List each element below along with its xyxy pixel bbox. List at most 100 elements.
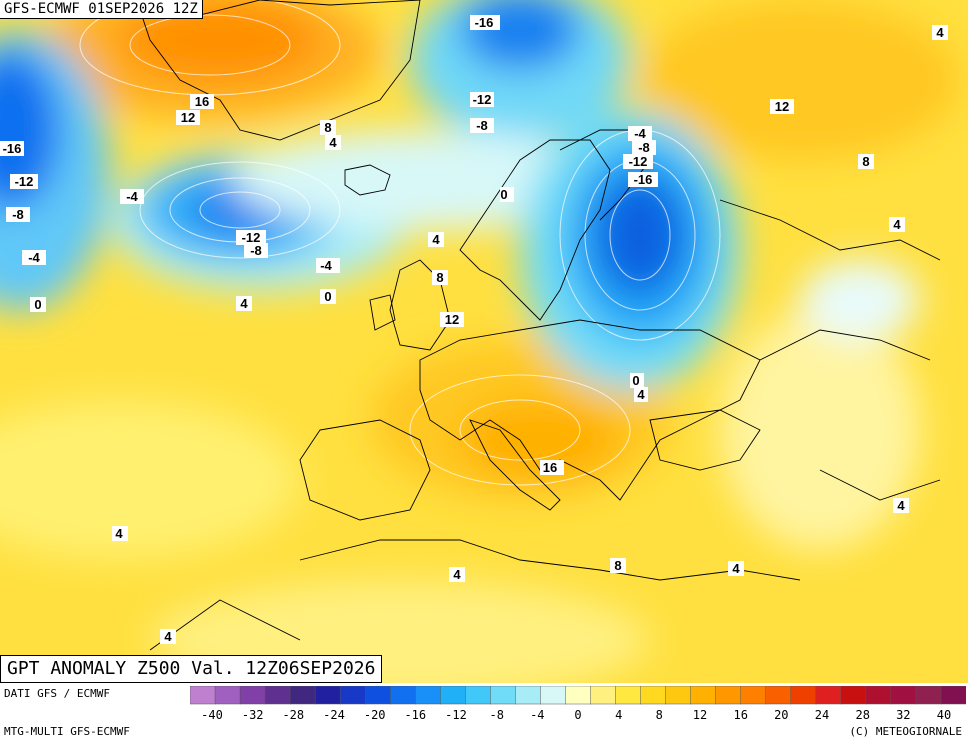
color-swatch	[765, 686, 792, 705]
map-label: 16	[540, 460, 564, 475]
color-swatch	[915, 686, 942, 705]
copyright-label: (C) METEOGIORNALE	[849, 725, 962, 738]
color-swatch	[890, 686, 917, 705]
svg-text:-12: -12	[473, 92, 492, 107]
map-label: -12	[10, 174, 38, 189]
scale-tick-label: 32	[896, 708, 910, 722]
svg-text:-4: -4	[320, 258, 332, 273]
model-label: MTG-MULTI GFS-ECMWF	[4, 725, 130, 738]
svg-text:-16: -16	[634, 172, 653, 187]
scale-tick-label: -16	[404, 708, 426, 722]
svg-text:0: 0	[632, 373, 639, 388]
data-source-label: DATI GFS / ECMWF	[4, 687, 110, 700]
svg-text:-4: -4	[28, 250, 40, 265]
svg-text:0: 0	[500, 187, 507, 202]
color-swatch	[940, 686, 966, 705]
svg-text:4: 4	[893, 217, 901, 232]
map-label: 8	[610, 558, 626, 573]
scale-tick-label: -40	[201, 708, 223, 722]
scale-tick-label: 40	[937, 708, 951, 722]
map-label: 16	[190, 94, 214, 109]
anomaly-map: -16 -12 -8 -4 0 4 8 12 16 4 8 12 -4 -8 -…	[0, 0, 968, 683]
svg-text:-4: -4	[634, 126, 646, 141]
svg-text:12: 12	[775, 99, 789, 114]
color-swatch	[314, 686, 341, 705]
color-swatch	[540, 686, 567, 705]
color-swatch	[715, 686, 742, 705]
color-swatch	[790, 686, 817, 705]
svg-text:-8: -8	[638, 140, 650, 155]
map-label: 12	[176, 110, 200, 125]
map-title: GPT ANOMALY Z500 Val. 12Z06SEP2026	[0, 655, 383, 683]
scale-tick-label: 12	[693, 708, 707, 722]
map-label: -12	[470, 92, 494, 107]
color-swatch	[515, 686, 542, 705]
svg-text:16: 16	[195, 94, 209, 109]
map-label: 4	[634, 387, 648, 402]
svg-text:4: 4	[936, 25, 944, 40]
scale-tick-label: 16	[733, 708, 747, 722]
svg-text:-16: -16	[3, 141, 22, 156]
color-swatch	[440, 686, 467, 705]
color-swatch	[690, 686, 717, 705]
map-label: 4	[160, 629, 176, 644]
map-label: -16	[628, 172, 658, 187]
map-label: 8	[320, 120, 336, 135]
map-label: 8	[858, 154, 874, 169]
color-swatch	[339, 686, 366, 705]
svg-text:8: 8	[862, 154, 869, 169]
map-label: 4	[889, 217, 905, 232]
svg-text:0: 0	[324, 289, 331, 304]
svg-text:8: 8	[436, 270, 443, 285]
color-swatch	[465, 686, 492, 705]
map-label: 12	[440, 312, 464, 327]
svg-text:4: 4	[164, 629, 172, 644]
color-swatch	[665, 686, 692, 705]
map-label: 4	[236, 296, 252, 311]
scale-tick-label: 20	[774, 708, 788, 722]
svg-text:8: 8	[324, 120, 331, 135]
color-swatch	[490, 686, 517, 705]
scale-tick-label: -20	[364, 708, 386, 722]
scale-tick-label: 4	[615, 708, 622, 722]
map-label: 4	[893, 498, 909, 513]
color-swatch	[590, 686, 617, 705]
scale-tick-label: 0	[574, 708, 581, 722]
scale-tick-label: -12	[445, 708, 467, 722]
svg-text:-8: -8	[12, 207, 24, 222]
svg-text:-12: -12	[15, 174, 34, 189]
map-label: 4	[325, 135, 341, 150]
svg-text:12: 12	[181, 110, 195, 125]
color-swatch	[865, 686, 892, 705]
svg-text:4: 4	[897, 498, 905, 513]
map-label: -4	[22, 250, 46, 265]
svg-text:4: 4	[115, 526, 123, 541]
map-label: 0	[320, 289, 336, 304]
svg-text:4: 4	[637, 387, 645, 402]
scale-tick-label: 24	[815, 708, 829, 722]
map-label: -8	[470, 118, 494, 133]
svg-text:-12: -12	[629, 154, 648, 169]
svg-text:-8: -8	[250, 243, 262, 258]
map-label: 0	[500, 187, 514, 202]
svg-text:4: 4	[732, 561, 740, 576]
run-header: GFS-ECMWF 01SEP2026 12Z	[0, 0, 203, 19]
color-swatch	[364, 686, 392, 705]
map-label: 4	[449, 567, 465, 582]
svg-text:4: 4	[453, 567, 461, 582]
map-label: 0	[30, 297, 46, 312]
color-swatch	[289, 686, 316, 705]
color-swatch	[214, 686, 241, 705]
map-label: -4	[316, 258, 340, 273]
scale-tick-label: -28	[282, 708, 304, 722]
color-swatch	[415, 686, 442, 705]
map-label: -16	[470, 15, 500, 30]
color-swatch	[840, 686, 867, 705]
map-label: -12	[236, 230, 266, 245]
map-label: -4	[120, 189, 144, 204]
map-label: 4	[112, 526, 128, 541]
svg-text:4: 4	[432, 232, 440, 247]
map-label: -8	[6, 207, 30, 222]
svg-text:0: 0	[34, 297, 41, 312]
color-swatch	[740, 686, 767, 705]
